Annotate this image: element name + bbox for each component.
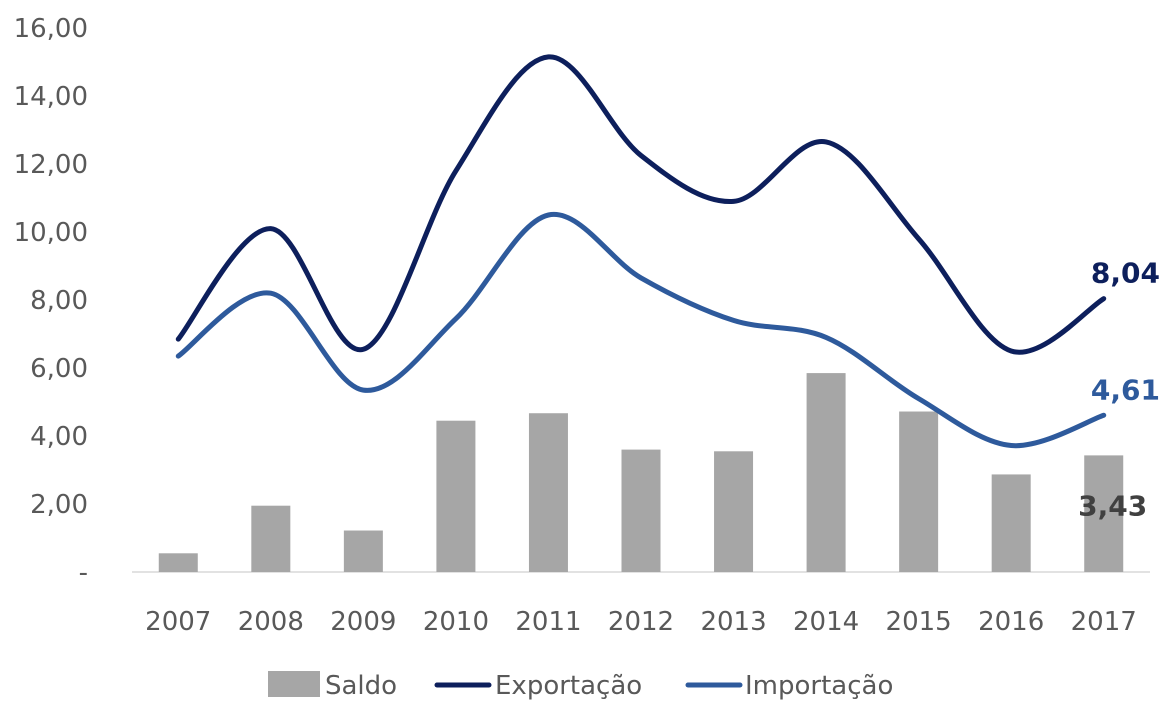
saldo-bar — [1084, 455, 1124, 572]
x-tick-label: 2007 — [145, 607, 211, 637]
saldo-bar — [806, 373, 846, 572]
y-tick-label: 6,00 — [30, 354, 88, 384]
legend-label: Exportação — [495, 671, 642, 701]
x-tick-label: 2014 — [793, 607, 859, 637]
y-tick-label: - — [79, 558, 88, 588]
saldo-bar — [899, 411, 939, 572]
x-tick-label: 2010 — [423, 607, 489, 637]
saldo-bar — [436, 420, 476, 572]
y-tick-label: 4,00 — [30, 422, 88, 452]
saldo-bar — [158, 553, 198, 572]
x-tick-label: 2017 — [1071, 607, 1137, 637]
legend: Saldo Exportação Importação — [268, 671, 893, 701]
saldo-bar — [991, 474, 1031, 572]
saldo-bar — [714, 451, 754, 572]
x-tick-label: 2011 — [515, 607, 581, 637]
x-tick-label: 2009 — [330, 607, 396, 637]
y-axis: - 2,00 4,00 6,00 8,00 10,00 12,00 14,00 16,00 — [14, 14, 88, 588]
data-labels: 3,43 8,04 4,61 — [1078, 257, 1160, 523]
exportacao-line — [175, 54, 1107, 355]
end-data-label: 3,43 — [1078, 489, 1147, 522]
saldo-bar — [251, 505, 291, 572]
bars — [158, 373, 1124, 572]
saldo-bar — [343, 530, 383, 572]
lines — [175, 54, 1107, 449]
legend-label: Importação — [745, 671, 893, 701]
end-data-label: 8,04 — [1091, 257, 1160, 290]
legend-label: Saldo — [325, 671, 397, 701]
x-tick-label: 2008 — [238, 607, 304, 637]
y-tick-label: 2,00 — [30, 490, 88, 520]
importacao-line — [175, 211, 1107, 449]
x-tick-label: 2013 — [700, 607, 766, 637]
saldo-bar — [621, 449, 661, 572]
legend-swatch-saldo — [268, 671, 320, 697]
y-tick-label: 14,00 — [14, 82, 88, 112]
x-tick-label: 2015 — [886, 607, 952, 637]
x-axis: 2007 2008 2009 2010 2011 2012 2013 2014 2015 2016… — [145, 607, 1137, 637]
y-tick-label: 8,00 — [30, 286, 88, 316]
x-tick-label: 2012 — [608, 607, 674, 637]
end-data-label: 4,61 — [1091, 373, 1160, 406]
y-tick-label: 16,00 — [14, 14, 88, 44]
y-tick-label: 10,00 — [14, 218, 88, 248]
y-tick-label: 12,00 — [14, 150, 88, 180]
x-tick-label: 2016 — [978, 607, 1044, 637]
saldo-bar — [528, 413, 568, 572]
